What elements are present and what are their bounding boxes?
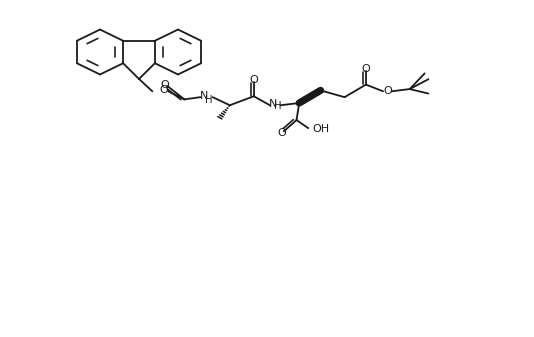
Text: O: O: [161, 80, 169, 90]
Text: O: O: [278, 128, 286, 138]
Text: N: N: [200, 91, 208, 101]
Text: H: H: [273, 101, 281, 111]
Text: OH: OH: [312, 124, 329, 134]
Text: O: O: [160, 85, 168, 95]
Text: H: H: [205, 95, 212, 105]
Text: O: O: [249, 75, 258, 85]
Text: N: N: [269, 99, 277, 109]
Text: O: O: [362, 64, 370, 74]
Text: O: O: [383, 86, 391, 96]
